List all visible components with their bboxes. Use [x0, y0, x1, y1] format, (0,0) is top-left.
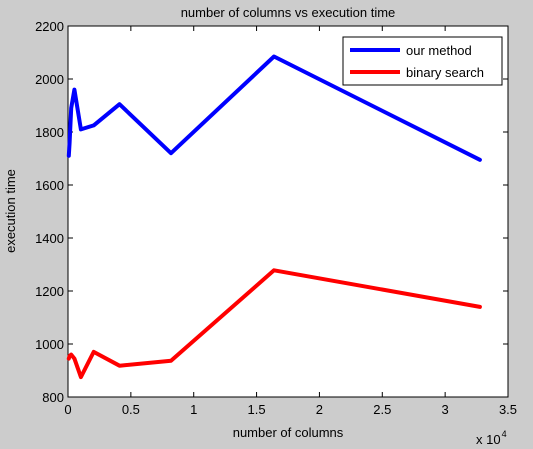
x-axis-label: number of columns	[233, 425, 344, 440]
y-axis-label: execution time	[3, 169, 18, 253]
series-layer	[66, 54, 482, 380]
x-tick-label: 1.5	[248, 402, 266, 417]
x-tick-label: 0	[64, 402, 71, 417]
legend-label-binary-search: binary search	[406, 65, 484, 80]
x-tick-label: 3.5	[499, 402, 517, 417]
x-tick-label: 0.5	[122, 402, 140, 417]
x-tick-label: 2	[316, 402, 323, 417]
x-axis-multiplier-base: x 10	[476, 432, 501, 447]
series-line-binary-search	[66, 268, 482, 380]
legend-box	[342, 36, 503, 86]
y-tick-label: 1400	[35, 231, 64, 246]
x-axis-ticks: 0 0.5 1 1.5 2 2.5 3 3.5	[64, 26, 517, 417]
x-tick-label: 3	[442, 402, 449, 417]
plot-area	[67, 25, 509, 398]
y-tick-label: 2200	[35, 19, 64, 34]
legend-label-our-method: our method	[406, 43, 472, 58]
y-tick-label: 2000	[35, 72, 64, 87]
y-tick-label: 800	[42, 390, 64, 405]
x-tick-label: 1	[190, 402, 197, 417]
y-tick-label: 1800	[35, 125, 64, 140]
y-tick-label: 1600	[35, 178, 64, 193]
y-tick-label: 1200	[35, 284, 64, 299]
chart-title: number of columns vs execution time	[181, 5, 396, 20]
series-line-our-method	[66, 54, 482, 162]
x-axis-multiplier-exponent: 4	[502, 429, 507, 439]
y-axis-ticks: 800 1000 1200 1400 1600 1800 2000 2200	[35, 19, 508, 405]
legend: our method binary search	[342, 36, 503, 86]
x-axis-multiplier: x 104	[476, 429, 507, 447]
y-tick-label: 1000	[35, 337, 64, 352]
x-tick-label: 2.5	[373, 402, 391, 417]
